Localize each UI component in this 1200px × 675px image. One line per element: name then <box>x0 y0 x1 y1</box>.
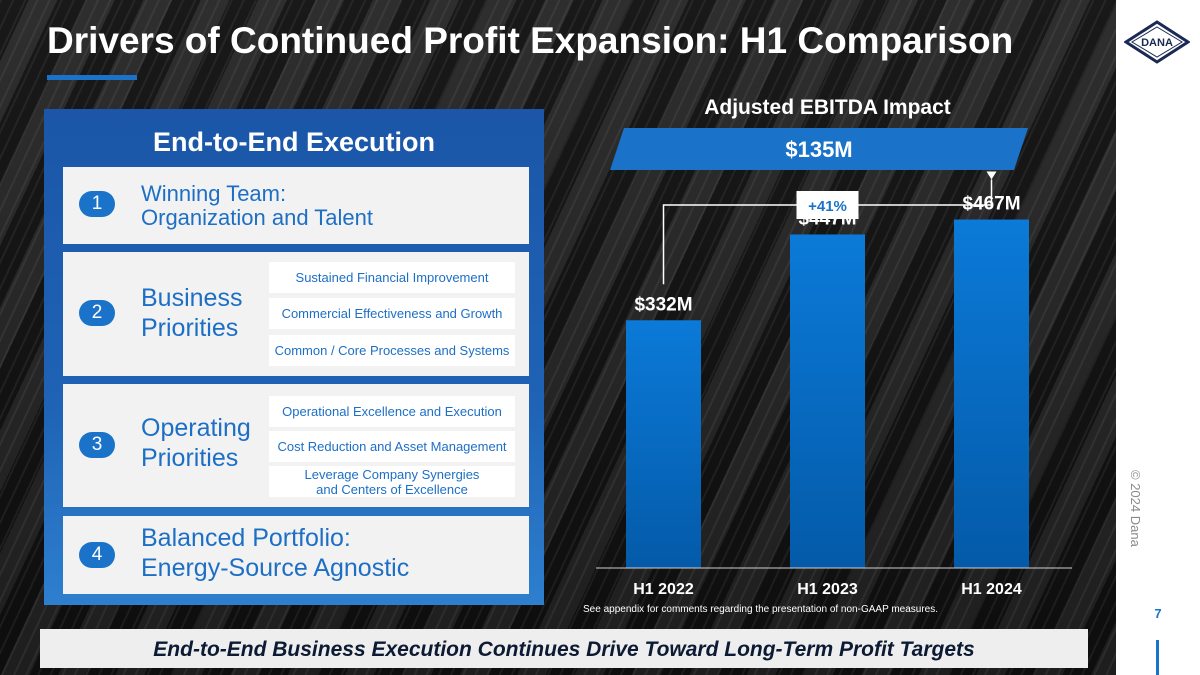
card-4-line-2: Energy-Source Agnostic <box>141 554 410 582</box>
pill-financial-improvement: Sustained Financial Improvement <box>269 262 515 293</box>
card-1-line-1: Winning Team: <box>141 181 287 206</box>
slide-background: Drivers of Continued Profit Expansion: H… <box>0 0 1116 675</box>
pill-synergies-line-2: and Centers of Excellence <box>316 481 468 497</box>
pill-synergies-line-1: Leverage Company Synergies <box>304 466 480 482</box>
sidebar-accent-bar <box>1156 640 1159 675</box>
card-balanced-portfolio: 4 Balanced Portfolio: Energy-Source Agno… <box>63 516 529 594</box>
ebitda-banner <box>610 128 1028 170</box>
data-label-0: $332M <box>634 294 692 315</box>
card-2-line-1: Business <box>141 284 243 312</box>
category-label-1: H1 2023 <box>797 581 858 598</box>
pill-company-synergies: Leverage Company Synergies and Centers o… <box>269 466 515 497</box>
bar-h1-2023 <box>790 234 865 568</box>
category-label-0: H1 2022 <box>633 581 694 598</box>
card-1-line-2: Organization and Talent <box>141 205 373 230</box>
bar-h1-2022 <box>626 320 701 568</box>
chart-heading: Adjusted EBITDA Impact <box>704 96 951 119</box>
pill-core-processes: Common / Core Processes and Systems <box>269 335 515 366</box>
card-winning-team: 1 Winning Team: Organization and Talent <box>63 167 529 244</box>
slide-title: Drivers of Continued Profit Expansion: H… <box>47 20 1014 61</box>
copyright: © 2024 Dana <box>1128 470 1143 547</box>
pill-commercial-effectiveness: Commercial Effectiveness and Growth <box>269 298 515 329</box>
logo-text: DANA <box>1141 37 1173 49</box>
card-business-priorities: 2 Business Priorities Sustained Financia… <box>63 252 529 376</box>
number-badge-1: 1 <box>79 191 115 217</box>
growth-badge <box>796 191 859 219</box>
card-operating-priorities: 3 Operating Priorities Operational Excel… <box>63 384 529 507</box>
panel-title: End-to-End Execution <box>153 127 435 157</box>
growth-label: +41% <box>808 198 847 215</box>
growth-arrowhead <box>986 171 997 180</box>
bottom-banner: End-to-End Business Execution Continues … <box>40 629 1088 668</box>
title-underline <box>47 75 137 80</box>
card-2-line-2: Priorities <box>141 314 239 342</box>
bar-h1-2024 <box>954 219 1029 569</box>
number-badge-2: 2 <box>79 300 115 326</box>
pill-operational-excellence: Operational Excellence and Execution <box>269 396 515 427</box>
ebitda-banner-value: $135M <box>785 137 853 162</box>
card-4-line-1: Balanced Portfolio: <box>141 524 351 552</box>
pill-cost-reduction: Cost Reduction and Asset Management <box>269 431 515 462</box>
dana-logo: DANA <box>1124 20 1190 64</box>
right-sidebar: DANA <box>1116 0 1200 675</box>
category-label-2: H1 2024 <box>961 581 1022 598</box>
bottom-banner-text: End-to-End Business Execution Continues … <box>153 638 975 661</box>
page-number: 7 <box>1154 606 1162 621</box>
execution-panel: End-to-End Execution 1 Winning Team: Org… <box>44 109 544 605</box>
card-3-line-1: Operating <box>141 414 251 442</box>
footnote: See appendix for comments regarding the … <box>583 604 939 615</box>
number-badge-4: 4 <box>79 542 115 568</box>
card-3-line-2: Priorities <box>141 444 239 472</box>
number-badge-3: 3 <box>79 432 115 458</box>
